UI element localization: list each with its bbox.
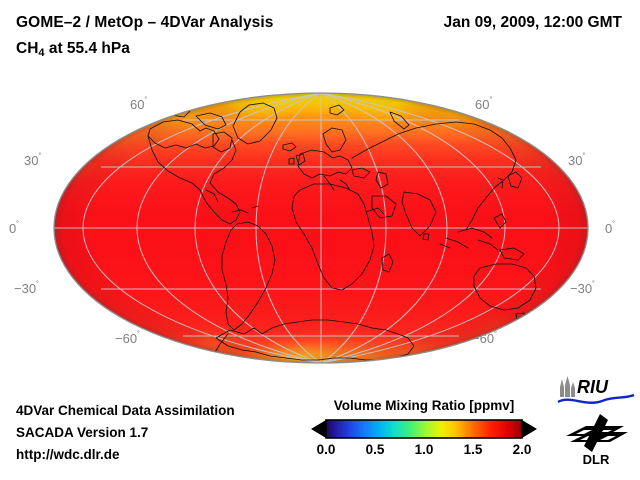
cathedral-spires-icon: [560, 376, 575, 397]
pressure-level-label: at 55.4 hPa: [44, 40, 130, 57]
colorbar-tick-0: 0.0: [316, 442, 336, 457]
lat-label-left-30: 30˚: [24, 152, 42, 168]
colorbar-title: Volume Mixing Ratio [ppmv]: [333, 398, 515, 413]
lat-label-left-minus60: −60˚: [115, 330, 141, 346]
footer-line-version: SACADA Version 1.7: [16, 425, 149, 440]
colorbar: Volume Mixing Ratio [ppmv]: [310, 398, 550, 460]
coastlines: [147, 102, 565, 361]
colorbar-min-arrow: [311, 420, 326, 438]
footer-line-url[interactable]: http://wdc.dlr.de: [16, 447, 120, 462]
species-name: CH: [16, 40, 39, 57]
lat-label-left-0: 0˚: [9, 220, 20, 236]
riu-logo-text: RIU: [577, 377, 609, 397]
colorbar-max-arrow: [522, 420, 537, 438]
lat-label-right-0: 0˚: [605, 220, 616, 236]
mollweide-globe-map: [53, 92, 589, 364]
riu-wave-icon: [557, 393, 635, 404]
dlr-logo: DLR: [562, 412, 634, 467]
riu-logo: RIU: [556, 375, 636, 407]
colorbar-tick-3: 1.5: [463, 442, 483, 457]
colorbar-tick-4: 2.0: [512, 442, 532, 457]
dlr-logo-text: DLR: [583, 452, 610, 466]
timestamp-label: Jan 09, 2009, 12:00 GMT: [443, 14, 622, 31]
dlr-star-icon: [566, 414, 628, 452]
species-subscript: 4: [38, 47, 45, 59]
lat-label-right-minus30: −30˚: [570, 280, 596, 296]
lat-label-right-minus60: −60˚: [472, 330, 498, 346]
footer-line-product: 4DVar Chemical Data Assimilation: [16, 403, 235, 418]
colorbar-tick-1: 0.5: [365, 442, 385, 457]
colorbar-tick-2: 1.0: [414, 442, 434, 457]
map-figure: 60˚ 30˚ 0˚ −30˚ −60˚ 60˚ 30˚ 0˚ −30˚ −60…: [0, 72, 640, 382]
lat-label-left-minus30: −30˚: [14, 280, 40, 296]
footer-credits: 4DVar Chemical Data Assimilation SACADA …: [16, 400, 235, 466]
globe-outline: [53, 92, 589, 364]
page-title: GOME–2 / MetOp – 4DVar Analysis: [16, 14, 274, 31]
colorbar-gradient: [310, 419, 538, 443]
species-level-subtitle: CH4 at 55.4 hPa: [16, 40, 130, 59]
lat-label-left-60: 60˚: [130, 96, 148, 112]
lat-label-right-60: 60˚: [475, 96, 493, 112]
colorbar-tick-labels: 0.0 0.5 1.0 1.5 2.0: [310, 442, 538, 460]
lat-label-right-30: 30˚: [568, 152, 586, 168]
